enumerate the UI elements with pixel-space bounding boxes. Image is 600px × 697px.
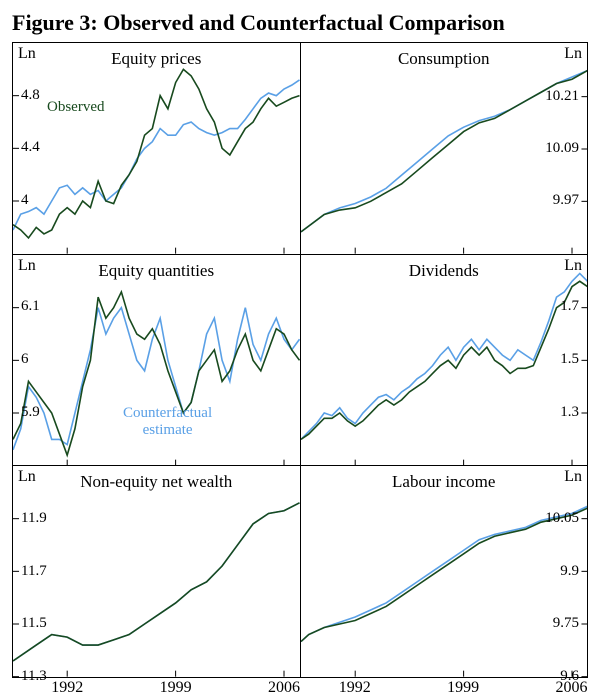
panel-row: LnEquity prices44.44.8ObservedLnConsumpt… xyxy=(13,43,587,255)
panel-cell: LnNon-equity net wealth11.311.511.711.91… xyxy=(13,466,301,677)
y-tick-label: 11.5 xyxy=(21,615,47,632)
y-tick-label: 4.4 xyxy=(21,139,40,156)
series-observed xyxy=(13,69,300,238)
y-tick-label: 1.5 xyxy=(560,351,579,368)
x-tick-label: 1999 xyxy=(447,679,479,697)
series-counterfactual xyxy=(13,503,300,661)
y-tick-label: 6.1 xyxy=(21,298,40,315)
plot-svg xyxy=(301,255,588,466)
panel-cell: LnConsumption9.9710.0910.21 xyxy=(301,43,588,254)
y-tick-label: 9.97 xyxy=(553,192,579,209)
x-tick-label: 1992 xyxy=(51,679,83,697)
y-tick-label: 9.75 xyxy=(553,615,579,632)
y-tick-label: 1.3 xyxy=(560,404,579,421)
y-tick-label: 6 xyxy=(21,351,29,368)
y-tick-label: 11.9 xyxy=(21,510,47,527)
panel-row: LnEquity quantities5.966.1Counterfactual… xyxy=(13,255,587,467)
series-counterfactual xyxy=(301,273,588,439)
series-counterfactual xyxy=(13,80,300,230)
series-observed xyxy=(13,503,300,661)
x-tick-label: 1999 xyxy=(160,679,192,697)
series-counterfactual xyxy=(13,307,300,449)
y-tick-label: 10.21 xyxy=(545,88,579,105)
panel-cell: LnDividends1.31.51.7 xyxy=(301,255,588,466)
x-tick-label: 2006 xyxy=(556,679,588,697)
y-tick-label: 1.7 xyxy=(560,298,579,315)
panel-cell: LnEquity quantities5.966.1Counterfactual… xyxy=(13,255,301,466)
plot-svg xyxy=(301,466,588,677)
y-tick-label: 9.9 xyxy=(560,563,579,580)
panel-grid: LnEquity prices44.44.8ObservedLnConsumpt… xyxy=(12,42,588,678)
plot-svg xyxy=(13,255,300,466)
series-observed xyxy=(301,70,588,231)
y-tick-label: 10.09 xyxy=(545,140,579,157)
series-observed xyxy=(13,292,300,455)
panel-cell: LnEquity prices44.44.8Observed xyxy=(13,43,301,254)
y-tick-label: 11.3 xyxy=(21,668,47,685)
y-tick-label: 11.7 xyxy=(21,563,47,580)
series-counterfactual xyxy=(301,70,588,231)
panel-row: LnNon-equity net wealth11.311.511.711.91… xyxy=(13,466,587,677)
y-tick-label: 5.9 xyxy=(21,404,40,421)
y-tick-label: 4 xyxy=(21,192,29,209)
figure-title: Figure 3: Observed and Counterfactual Co… xyxy=(12,10,588,36)
series-observed xyxy=(301,281,588,439)
plot-svg xyxy=(13,466,300,677)
x-tick-label: 1992 xyxy=(339,679,371,697)
series-counterfactual xyxy=(301,507,588,642)
y-tick-label: 10.05 xyxy=(545,510,579,527)
plot-svg xyxy=(301,43,588,254)
panel-cell: LnLabour income9.69.759.910.051992199920… xyxy=(301,466,588,677)
y-tick-label: 4.8 xyxy=(21,87,40,104)
plot-svg xyxy=(13,43,300,254)
x-tick-label: 2006 xyxy=(268,679,300,697)
